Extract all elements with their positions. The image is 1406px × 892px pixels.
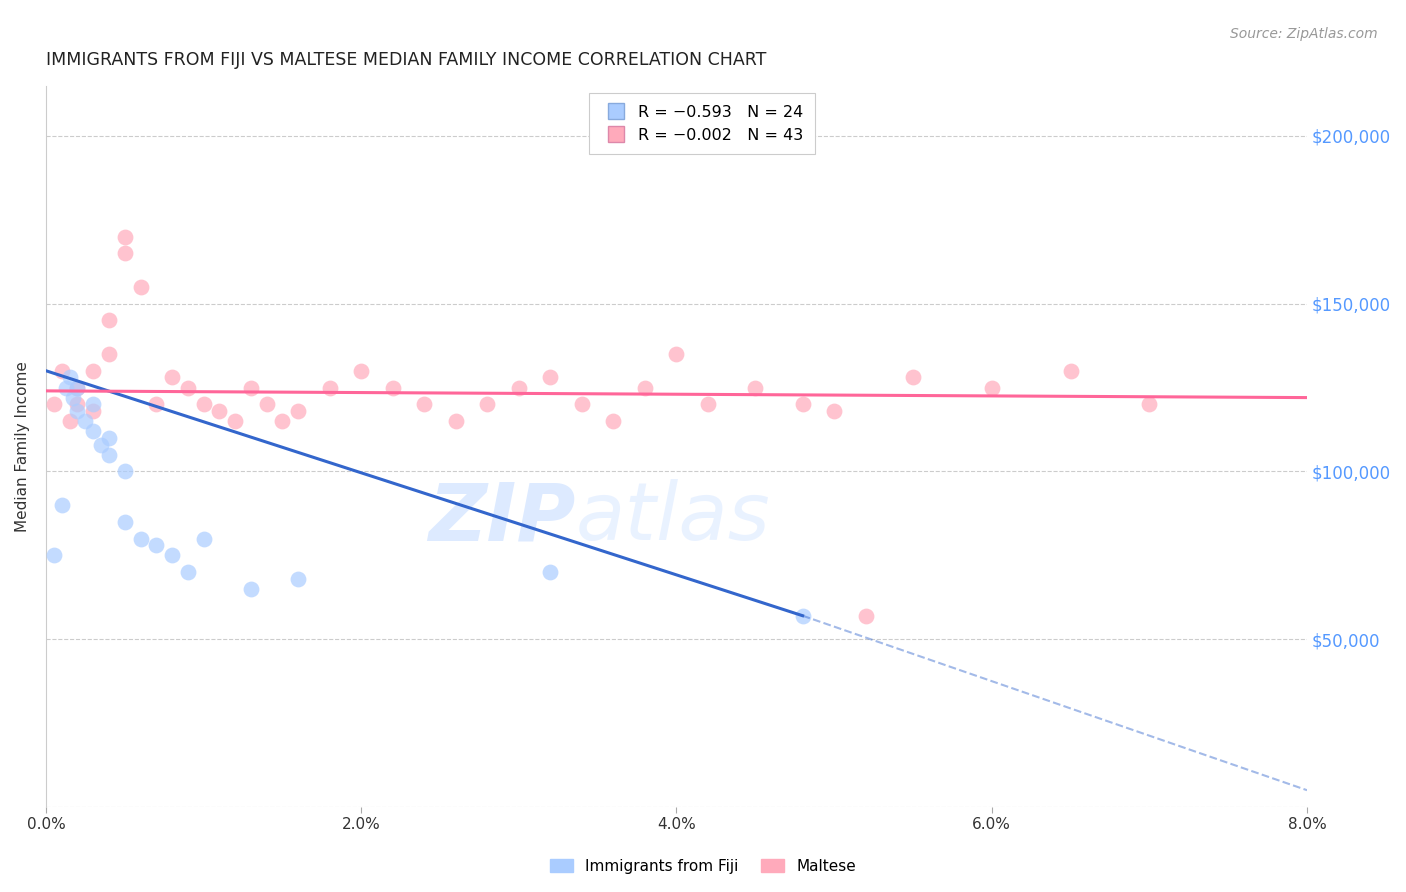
Text: IMMIGRANTS FROM FIJI VS MALTESE MEDIAN FAMILY INCOME CORRELATION CHART: IMMIGRANTS FROM FIJI VS MALTESE MEDIAN F… [46, 51, 766, 69]
Point [82, 364, 104, 378]
Point [318, 380, 340, 394]
Point [224, 414, 246, 428]
Y-axis label: Median Family Income: Median Family Income [15, 360, 30, 532]
Point [129, 532, 152, 546]
Point [114, 229, 136, 244]
Point [508, 380, 530, 394]
Point [177, 380, 200, 394]
Point [855, 608, 877, 623]
Point [477, 397, 499, 411]
Point [256, 397, 278, 411]
Point [208, 404, 231, 418]
Point [602, 414, 624, 428]
Point [1059, 364, 1081, 378]
Point [1137, 397, 1160, 411]
Point [744, 380, 766, 394]
Point [634, 380, 657, 394]
Point [980, 380, 1002, 394]
Point [444, 414, 467, 428]
Point [66, 380, 89, 394]
Point [114, 464, 136, 478]
Point [62, 391, 84, 405]
Point [98, 313, 121, 327]
Point [792, 397, 814, 411]
Point [98, 347, 121, 361]
Point [75, 414, 97, 428]
Point [66, 397, 89, 411]
Point [129, 280, 152, 294]
Point [193, 532, 215, 546]
Point [145, 538, 167, 552]
Point [59, 370, 82, 384]
Point [98, 448, 121, 462]
Point [98, 431, 121, 445]
Point [160, 370, 183, 384]
Point [287, 404, 309, 418]
Legend: Immigrants from Fiji, Maltese: Immigrants from Fiji, Maltese [544, 853, 862, 880]
Point [381, 380, 404, 394]
Point [114, 246, 136, 260]
Point [413, 397, 436, 411]
Point [239, 582, 262, 596]
Text: ZIP: ZIP [429, 479, 575, 558]
Point [160, 549, 183, 563]
Point [82, 404, 104, 418]
Point [792, 608, 814, 623]
Point [90, 437, 112, 451]
Point [51, 364, 73, 378]
Point [538, 370, 561, 384]
Point [193, 397, 215, 411]
Point [538, 565, 561, 579]
Point [42, 397, 65, 411]
Point [823, 404, 845, 418]
Point [697, 397, 720, 411]
Point [51, 498, 73, 512]
Text: atlas: atlas [575, 479, 770, 558]
Point [350, 364, 373, 378]
Point [66, 404, 89, 418]
Point [287, 572, 309, 586]
Point [665, 347, 688, 361]
Point [82, 397, 104, 411]
Point [66, 380, 89, 394]
Point [271, 414, 294, 428]
Point [901, 370, 924, 384]
Text: Source: ZipAtlas.com: Source: ZipAtlas.com [1230, 27, 1378, 41]
Point [42, 549, 65, 563]
Point [82, 424, 104, 438]
Point [114, 515, 136, 529]
Legend: R = −0.593   N = 24, R = −0.002   N = 43: R = −0.593 N = 24, R = −0.002 N = 43 [589, 94, 814, 153]
Point [571, 397, 593, 411]
Point [145, 397, 167, 411]
Point [239, 380, 262, 394]
Point [177, 565, 200, 579]
Point [55, 380, 77, 394]
Point [59, 414, 82, 428]
